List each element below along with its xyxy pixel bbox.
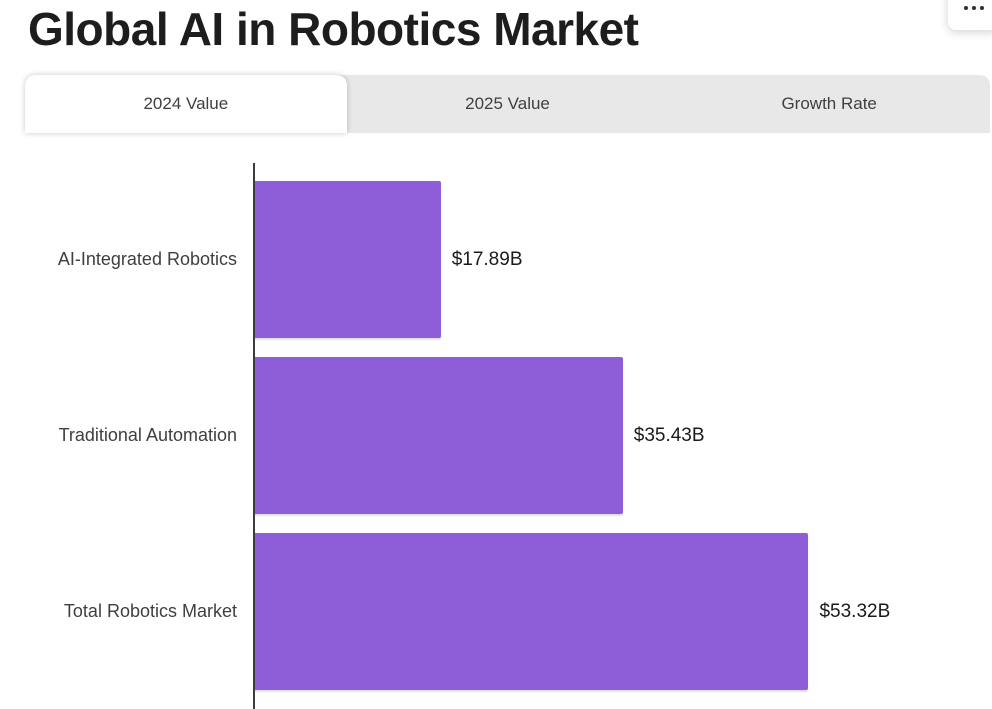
bar[interactable] (255, 533, 809, 690)
category-label: Traditional Automation (58, 425, 237, 445)
chart-rows: AI-Integrated Robotics $17.89B Traditional… (0, 163, 992, 709)
plot-area: $17.89B (255, 181, 992, 338)
ellipsis-icon (964, 6, 984, 10)
chart-row: AI-Integrated Robotics $17.89B (0, 181, 992, 338)
category-label: Total Robotics Market (63, 601, 237, 621)
tab-2024-value[interactable]: 2024 Value (25, 75, 347, 133)
plot-area: $35.43B (255, 357, 992, 514)
value-label: $53.32B (819, 600, 891, 622)
tab-bar: 2024 Value 2025 Value Growth Rate (25, 75, 990, 133)
bar[interactable] (255, 357, 623, 514)
options-menu-button[interactable] (948, 0, 992, 30)
bar[interactable] (255, 181, 441, 338)
chart-row: Total Robotics Market $53.32B (0, 533, 992, 690)
page-title: Global AI in Robotics Market (28, 3, 639, 55)
tab-growth-rate[interactable]: Growth Rate (781, 94, 877, 113)
bar-chart: AI-Integrated Robotics $17.89B Traditional… (0, 163, 992, 709)
value-label: $17.89B (451, 248, 523, 270)
category-label: AI-Integrated Robotics (57, 249, 237, 269)
header: Global AI in Robotics Market (0, 0, 992, 75)
value-label: $35.43B (633, 424, 705, 446)
y-axis-line (253, 163, 255, 709)
tab-2025-value[interactable]: 2025 Value (465, 94, 550, 113)
plot-area: $53.32B (255, 533, 992, 690)
chart-row: Traditional Automation $35.43B (0, 357, 992, 514)
